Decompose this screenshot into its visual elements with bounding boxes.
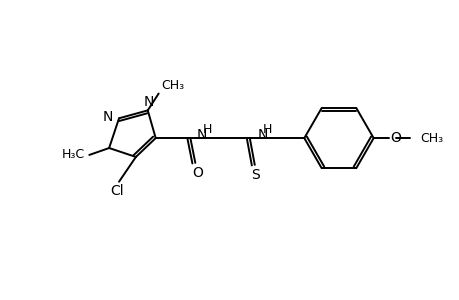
Text: O: O bbox=[191, 166, 202, 180]
Text: O: O bbox=[390, 131, 401, 145]
Text: N: N bbox=[257, 128, 267, 142]
Text: CH₃: CH₃ bbox=[161, 79, 185, 92]
Text: N: N bbox=[196, 128, 207, 142]
Text: H₃C: H₃C bbox=[62, 148, 85, 161]
Text: H: H bbox=[202, 123, 212, 136]
Text: Cl: Cl bbox=[110, 184, 123, 198]
Text: N: N bbox=[143, 95, 154, 110]
Text: S: S bbox=[251, 168, 260, 182]
Text: H: H bbox=[263, 123, 272, 136]
Text: CH₃: CH₃ bbox=[420, 132, 442, 145]
Text: N: N bbox=[102, 110, 113, 124]
